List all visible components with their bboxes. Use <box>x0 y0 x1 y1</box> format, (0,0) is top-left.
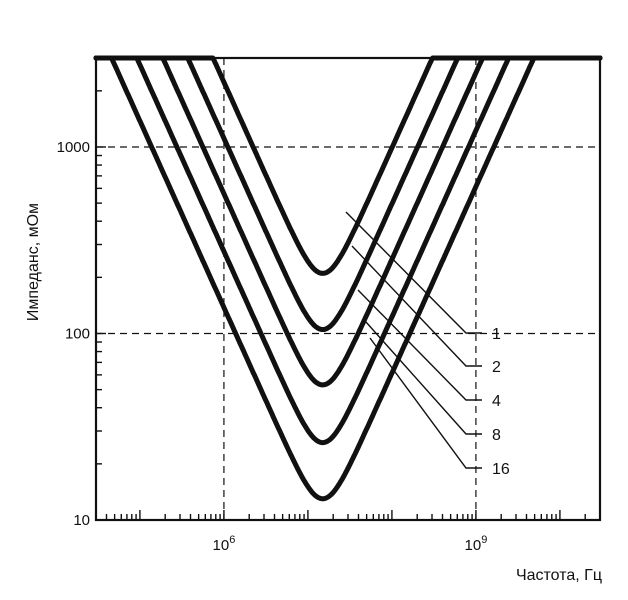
series-16-curve <box>93 55 603 502</box>
legend-label-4: 4 <box>492 393 501 410</box>
y-tick-label: 10 <box>73 512 90 529</box>
x-tick-label: 106 <box>213 534 236 554</box>
y-axis-label: Импеданс, мОм <box>25 203 42 321</box>
series-curves <box>93 55 603 502</box>
leader-line-1 <box>345 211 482 334</box>
x-tick-label: 109 <box>465 534 488 554</box>
legend-leaders: 1 2 4 8 16 <box>345 211 510 478</box>
y-tick-label: 1000 <box>57 139 90 156</box>
series-8-curve <box>93 55 603 446</box>
leader-line-8 <box>365 321 482 435</box>
leader-line-4 <box>357 289 482 401</box>
legend-label-1: 1 <box>492 326 501 343</box>
series-4-curve <box>93 55 603 388</box>
x-axis-label: Частота, Гц <box>516 567 602 584</box>
legend-label-8: 8 <box>492 427 501 444</box>
legend-label-2: 2 <box>492 359 501 376</box>
tick-labels: 10 100 1000 106 109 <box>57 139 488 554</box>
y-tick-label: 100 <box>65 325 90 342</box>
leader-line-2 <box>351 245 482 367</box>
legend-label-16: 16 <box>492 461 510 478</box>
axis-ticks <box>95 57 601 521</box>
plot-frame <box>94 56 602 522</box>
series-1-curve <box>93 55 603 276</box>
leader-line-16 <box>369 337 482 469</box>
grid-lines <box>96 58 600 521</box>
